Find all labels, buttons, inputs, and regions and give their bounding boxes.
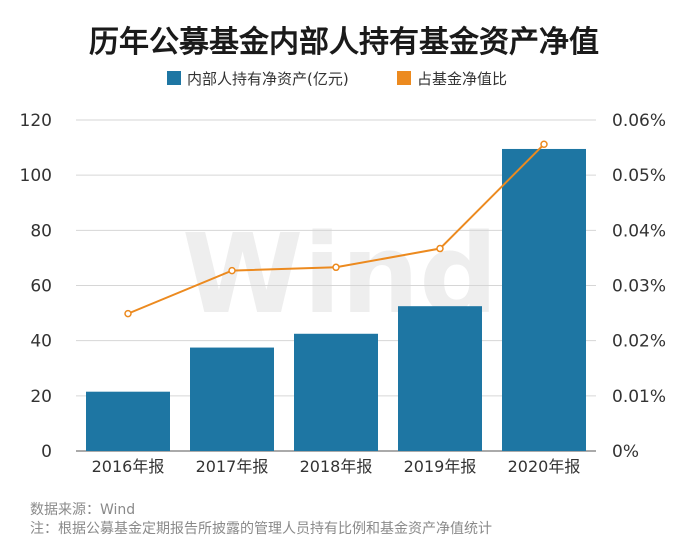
y2-tick-label: 0.03%	[612, 277, 666, 297]
y2-tick-label: 0.02%	[612, 332, 666, 352]
y2-tick-label: 0.01%	[612, 387, 666, 407]
y-tick-label: 60	[30, 277, 52, 297]
y2-tick-label: 0.04%	[612, 221, 666, 241]
bar	[502, 148, 586, 451]
chart-title: 历年公募基金内部人持有基金资产净值	[89, 25, 599, 60]
x-tick-label: 2016年报	[92, 457, 165, 476]
x-tick-label: 2017年报	[196, 457, 269, 476]
y2-tick-label: 0.05%	[612, 166, 666, 186]
x-tick-label: 2018年报	[300, 457, 373, 476]
legend-swatch-bar	[167, 71, 181, 85]
legend: 内部人持有净资产(亿元) 占基金净值比	[167, 70, 507, 88]
footnote: 注：根据公募基金定期报告所披露的管理人员持有比例和基金资产净值统计	[30, 520, 492, 537]
left-axis-ticks: 0 20 40 60 80 100 120	[20, 111, 52, 462]
data-point	[540, 140, 548, 149]
y-tick-label: 20	[30, 387, 52, 407]
y-tick-label: 120	[20, 111, 52, 131]
bar	[294, 333, 378, 451]
y-tick-label: 100	[20, 166, 52, 186]
y-tick-label: 0	[41, 442, 52, 462]
legend-swatch-line	[397, 71, 411, 85]
source-note: 数据来源：Wind	[30, 502, 135, 518]
x-tick-label: 2019年报	[404, 457, 477, 476]
right-axis-ticks: 0% 0.01% 0.02% 0.03% 0.04% 0.05% 0.06%	[612, 111, 666, 462]
legend-label-bar: 内部人持有净资产(亿元)	[187, 70, 349, 88]
x-axis-ticks: 2016年报 2017年报 2018年报 2019年报 2020年报	[92, 457, 581, 476]
line-series	[124, 140, 548, 318]
y-tick-label: 40	[30, 332, 52, 352]
bar	[86, 391, 170, 451]
y2-tick-label: 0.06%	[612, 111, 666, 131]
bar	[398, 306, 482, 451]
bar	[190, 347, 274, 451]
bar-series	[86, 148, 586, 451]
y2-tick-label: 0%	[612, 442, 639, 462]
legend-label-line: 占基金净值比	[417, 70, 507, 88]
x-tick-label: 2020年报	[508, 457, 581, 476]
data-point	[436, 244, 444, 253]
data-point	[228, 266, 236, 275]
y-tick-label: 80	[30, 221, 52, 241]
data-point	[332, 263, 340, 272]
data-point	[124, 309, 132, 318]
